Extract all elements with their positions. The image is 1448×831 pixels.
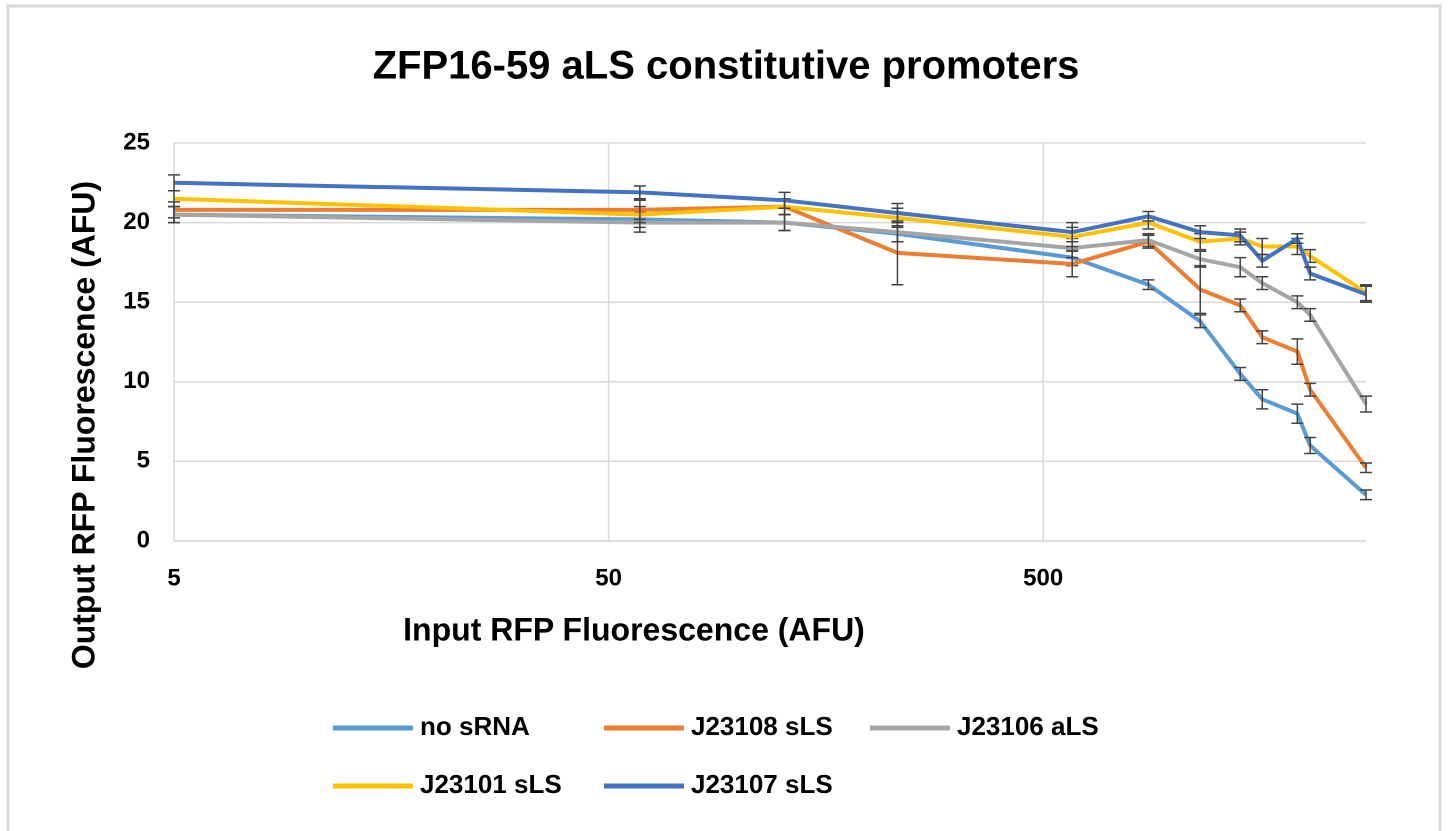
error-bar	[1291, 295, 1304, 310]
y-tick-label: 25	[123, 128, 150, 155]
error-bar	[1234, 256, 1247, 278]
error-bar	[1194, 250, 1207, 268]
error-bar	[1291, 232, 1304, 245]
error-bar	[1256, 389, 1269, 410]
error-bar	[1194, 314, 1207, 329]
legend-label: J23101 sLS	[420, 769, 562, 799]
series-line	[173, 180, 1367, 297]
legend-label: J23106 aLS	[957, 711, 1099, 741]
error-bar	[1142, 210, 1155, 222]
y-axis-label: Output RFP Fluorescence (AFU)	[65, 181, 101, 669]
error-bar	[1304, 266, 1317, 281]
series-line	[173, 212, 1368, 406]
error-bar	[1256, 253, 1269, 268]
error-bar	[1304, 382, 1317, 397]
error-bar	[1142, 232, 1155, 248]
legend-label: J23108 sLS	[691, 711, 833, 741]
error-bar	[1360, 489, 1372, 501]
chart-frame	[6, 4, 1442, 831]
error-bar	[1256, 275, 1269, 291]
x-axis-label: Input RFP Fluorescence (AFU)	[403, 611, 865, 647]
error-bar	[633, 205, 646, 224]
legend-label: no sRNA	[420, 711, 530, 741]
error-bar	[1360, 395, 1372, 413]
error-bar	[1194, 225, 1207, 240]
error-bar	[891, 202, 904, 224]
y-tick-label: 10	[123, 367, 150, 394]
error-bar	[1234, 228, 1247, 243]
error-bar	[1304, 307, 1317, 323]
error-bar	[778, 191, 791, 210]
error-bar	[1142, 279, 1155, 291]
error-bar	[1234, 366, 1247, 381]
chart-title: ZFP16-59 aLS constitutive promoters	[373, 44, 1080, 88]
error-bar	[1304, 436, 1317, 455]
error-bar	[1291, 338, 1304, 366]
y-tick-label: 20	[123, 208, 150, 235]
x-tick-label: 5	[167, 564, 180, 591]
error-bar	[633, 185, 646, 200]
x-tick-label: 50	[595, 564, 622, 591]
legend-label: J23107 sLS	[691, 769, 833, 799]
y-tick-label: 15	[123, 288, 150, 315]
error-bar	[1256, 330, 1269, 345]
error-bar	[1234, 298, 1247, 313]
error-bar	[1360, 462, 1372, 474]
error-bar	[1066, 221, 1079, 243]
x-tick-label: 500	[1023, 564, 1063, 591]
y-tick-label: 5	[137, 447, 150, 474]
y-tick-label: 0	[137, 526, 150, 553]
error-bar	[1291, 403, 1304, 424]
error-bar	[168, 174, 180, 192]
error-bar	[1360, 285, 1372, 303]
